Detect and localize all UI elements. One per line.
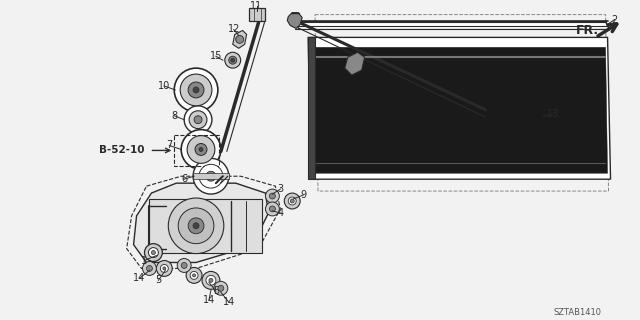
Circle shape [291, 199, 294, 203]
Circle shape [195, 143, 207, 156]
Text: 6: 6 [181, 174, 188, 184]
Circle shape [209, 278, 213, 282]
Circle shape [228, 56, 237, 64]
Circle shape [174, 68, 218, 112]
Text: 15: 15 [210, 51, 222, 61]
Circle shape [202, 271, 220, 289]
Polygon shape [150, 199, 262, 252]
Text: 2: 2 [611, 14, 618, 25]
Circle shape [156, 260, 172, 276]
Circle shape [190, 271, 198, 279]
Circle shape [186, 268, 202, 283]
Circle shape [218, 285, 224, 291]
Text: 5: 5 [212, 286, 219, 296]
Circle shape [188, 82, 204, 98]
Circle shape [269, 193, 275, 199]
Circle shape [178, 208, 214, 244]
Text: 14: 14 [133, 273, 146, 283]
Circle shape [231, 58, 235, 62]
Circle shape [187, 136, 215, 163]
Circle shape [206, 171, 216, 181]
Circle shape [288, 197, 296, 205]
Text: 14: 14 [203, 295, 215, 305]
Polygon shape [308, 37, 315, 179]
Text: SZTAB1410: SZTAB1410 [554, 308, 602, 316]
Circle shape [269, 206, 275, 212]
Text: 8: 8 [171, 111, 177, 121]
Circle shape [163, 267, 166, 270]
Circle shape [193, 274, 196, 277]
Circle shape [214, 281, 228, 295]
Circle shape [199, 164, 223, 188]
Text: 4: 4 [277, 208, 284, 218]
Circle shape [188, 218, 204, 234]
Circle shape [193, 158, 228, 194]
Circle shape [148, 248, 158, 258]
Polygon shape [312, 47, 607, 173]
Circle shape [266, 202, 279, 216]
Text: 12: 12 [228, 24, 240, 35]
Circle shape [189, 111, 207, 129]
Circle shape [206, 276, 216, 285]
Circle shape [145, 244, 163, 261]
Polygon shape [287, 12, 302, 28]
Polygon shape [345, 52, 365, 75]
Circle shape [236, 36, 244, 43]
Circle shape [147, 266, 152, 271]
Text: 5: 5 [156, 275, 161, 285]
Text: 3: 3 [277, 184, 284, 194]
Polygon shape [248, 8, 266, 20]
Circle shape [266, 189, 279, 203]
Text: 14: 14 [223, 297, 235, 307]
Circle shape [177, 259, 191, 272]
Polygon shape [193, 173, 228, 179]
Circle shape [194, 116, 202, 124]
Text: FR.: FR. [576, 24, 599, 37]
Circle shape [143, 261, 156, 276]
Circle shape [193, 87, 199, 93]
Text: 7: 7 [166, 140, 172, 150]
Text: 10: 10 [158, 81, 170, 91]
Text: 9: 9 [300, 190, 306, 200]
Polygon shape [308, 37, 611, 179]
Circle shape [193, 223, 199, 229]
Circle shape [284, 193, 300, 209]
Text: B-52-10: B-52-10 [99, 145, 145, 156]
Circle shape [199, 148, 203, 151]
Text: 13: 13 [547, 109, 559, 119]
Circle shape [168, 198, 224, 253]
Text: 11: 11 [250, 1, 262, 11]
Circle shape [184, 106, 212, 133]
Circle shape [161, 264, 168, 272]
Polygon shape [134, 183, 268, 262]
Circle shape [181, 262, 187, 268]
Polygon shape [295, 21, 609, 29]
Text: 1: 1 [141, 255, 148, 266]
Circle shape [180, 74, 212, 106]
Circle shape [181, 130, 221, 169]
Polygon shape [233, 30, 246, 48]
Circle shape [225, 52, 241, 68]
Circle shape [152, 251, 156, 254]
